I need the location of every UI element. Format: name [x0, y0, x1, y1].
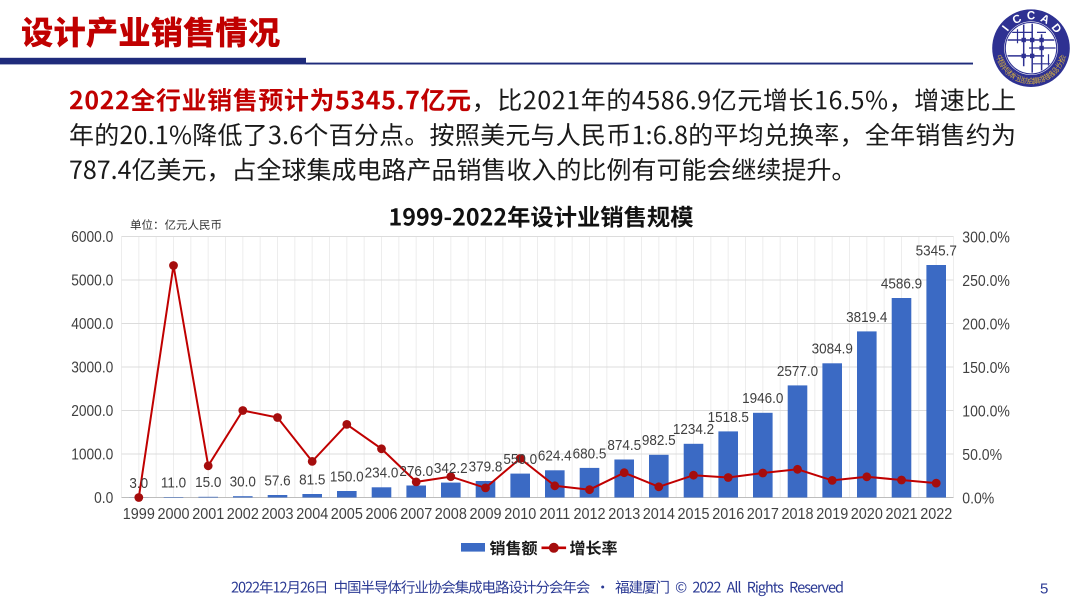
svg-text:234.0: 234.0 [365, 465, 399, 482]
svg-text:100.0%: 100.0% [962, 404, 1010, 421]
svg-text:15.0: 15.0 [195, 475, 221, 492]
svg-text:6000.0: 6000.0 [71, 229, 113, 246]
svg-text:2009: 2009 [469, 506, 501, 524]
svg-text:2008: 2008 [435, 506, 467, 524]
svg-text:2000.0: 2000.0 [71, 403, 113, 420]
svg-text:2011: 2011 [539, 506, 570, 524]
svg-text:2577.0: 2577.0 [777, 363, 818, 380]
svg-text:2021: 2021 [885, 506, 917, 524]
svg-text:3.0: 3.0 [129, 475, 148, 492]
svg-text:200.0%: 200.0% [962, 317, 1010, 334]
svg-text:2019: 2019 [816, 506, 848, 524]
svg-text:2010: 2010 [504, 506, 536, 524]
svg-text:4586.9: 4586.9 [881, 276, 922, 293]
svg-text:5: 5 [1040, 581, 1048, 598]
svg-text:4000.0: 4000.0 [71, 316, 113, 333]
svg-text:2013: 2013 [608, 506, 640, 524]
svg-text:150.0: 150.0 [330, 469, 364, 486]
svg-text:2003: 2003 [261, 506, 293, 524]
svg-text:2017: 2017 [747, 506, 779, 524]
svg-text:276.0: 276.0 [399, 463, 433, 480]
svg-text:874.5: 874.5 [607, 437, 641, 454]
svg-text:680.5: 680.5 [573, 446, 607, 463]
svg-text:2006: 2006 [365, 506, 397, 524]
svg-text:50.0%: 50.0% [962, 447, 1002, 464]
svg-text:342.2: 342.2 [434, 460, 468, 477]
svg-text:2020: 2020 [851, 506, 883, 524]
svg-text:1946.0: 1946.0 [742, 391, 783, 408]
svg-text:2022: 2022 [920, 506, 952, 524]
svg-text:2000: 2000 [157, 506, 189, 524]
svg-text:2018: 2018 [781, 506, 813, 524]
svg-text:30.0: 30.0 [230, 474, 256, 491]
svg-text:300.0%: 300.0% [962, 230, 1010, 247]
svg-text:5345.7: 5345.7 [916, 243, 957, 260]
svg-text:982.5: 982.5 [642, 433, 676, 450]
svg-text:3000.0: 3000.0 [71, 360, 113, 377]
svg-text:2004: 2004 [296, 506, 329, 524]
svg-text:2014: 2014 [643, 506, 676, 524]
svg-text:5000.0: 5000.0 [71, 273, 113, 290]
svg-text:2001: 2001 [192, 506, 224, 524]
svg-text:250.0%: 250.0% [962, 273, 1010, 290]
svg-text:150.0%: 150.0% [962, 360, 1010, 377]
svg-text:C: C [1027, 11, 1035, 23]
svg-text:550.0: 550.0 [503, 451, 537, 468]
svg-text:I: I [1000, 24, 1011, 34]
svg-text:2012: 2012 [573, 506, 605, 524]
svg-text:624.4: 624.4 [538, 448, 572, 465]
svg-text:81.5: 81.5 [299, 472, 325, 489]
svg-text:57.6: 57.6 [264, 473, 290, 490]
svg-text:1518.5: 1518.5 [708, 409, 749, 426]
svg-text:2016: 2016 [712, 506, 744, 524]
svg-text:2007: 2007 [400, 506, 432, 524]
svg-text:3084.9: 3084.9 [812, 341, 853, 358]
svg-text:379.8: 379.8 [469, 459, 503, 476]
svg-text:2015: 2015 [677, 506, 709, 524]
svg-text:1234.2: 1234.2 [673, 422, 714, 439]
svg-text:0.0: 0.0 [94, 490, 113, 507]
svg-text:2005: 2005 [331, 506, 363, 524]
svg-text:0.0%: 0.0% [962, 491, 994, 508]
svg-text:2002: 2002 [227, 506, 259, 524]
svg-text:3819.4: 3819.4 [846, 309, 887, 326]
svg-text:11.0: 11.0 [161, 475, 186, 492]
svg-text:1999: 1999 [123, 506, 155, 524]
svg-text:1000.0: 1000.0 [71, 447, 113, 464]
